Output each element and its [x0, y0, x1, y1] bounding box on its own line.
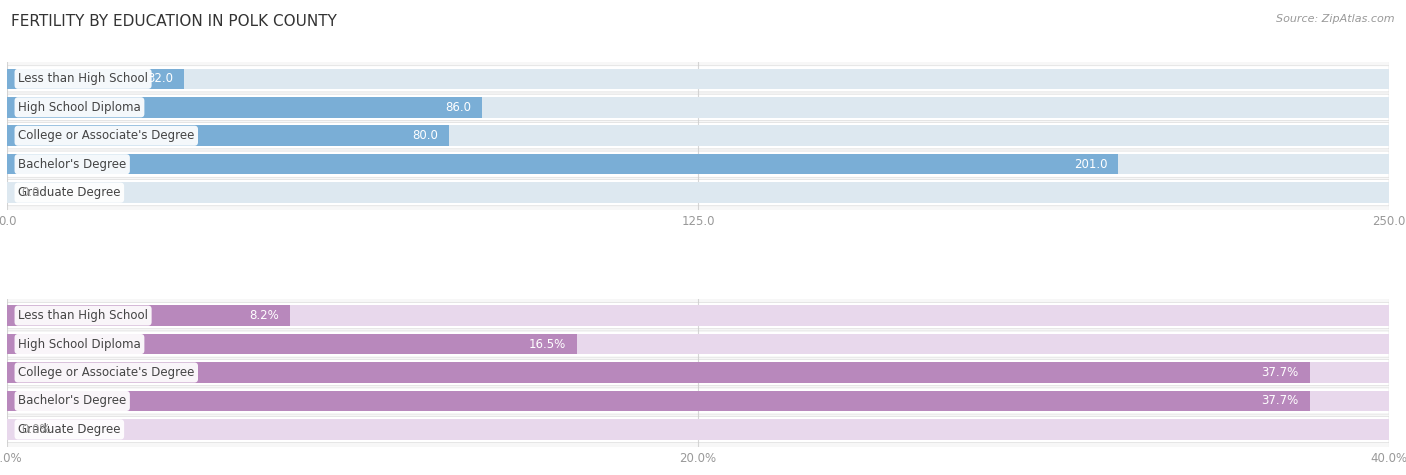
Text: 0.0: 0.0 [21, 186, 39, 199]
Bar [7, 362, 1309, 383]
Bar [7, 362, 1389, 383]
FancyBboxPatch shape [7, 180, 1389, 206]
Text: 86.0: 86.0 [446, 101, 471, 114]
FancyBboxPatch shape [7, 123, 1389, 149]
Bar [7, 305, 1389, 326]
Text: 37.7%: 37.7% [1261, 366, 1299, 379]
Bar [7, 391, 1389, 411]
FancyBboxPatch shape [7, 151, 1389, 177]
FancyBboxPatch shape [7, 388, 1389, 414]
Bar [7, 419, 1389, 440]
Text: Less than High School: Less than High School [18, 72, 148, 86]
Bar [7, 154, 1389, 174]
Text: 0.0%: 0.0% [21, 423, 51, 436]
Text: 80.0: 80.0 [412, 129, 439, 142]
Text: Bachelor's Degree: Bachelor's Degree [18, 158, 127, 171]
FancyBboxPatch shape [7, 94, 1389, 120]
FancyBboxPatch shape [7, 360, 1389, 386]
FancyBboxPatch shape [7, 416, 1389, 443]
Text: Less than High School: Less than High School [18, 309, 148, 322]
Text: High School Diploma: High School Diploma [18, 101, 141, 114]
Text: Bachelor's Degree: Bachelor's Degree [18, 394, 127, 408]
Text: FERTILITY BY EDUCATION IN POLK COUNTY: FERTILITY BY EDUCATION IN POLK COUNTY [11, 14, 337, 29]
Text: Graduate Degree: Graduate Degree [18, 423, 121, 436]
Text: College or Associate's Degree: College or Associate's Degree [18, 129, 194, 142]
Text: 37.7%: 37.7% [1261, 394, 1299, 408]
Bar [7, 334, 576, 354]
Bar [7, 97, 1389, 117]
Bar [7, 182, 1389, 203]
Text: 8.2%: 8.2% [249, 309, 280, 322]
Bar [7, 68, 184, 89]
Bar [7, 391, 1309, 411]
Bar [7, 125, 1389, 146]
FancyBboxPatch shape [7, 66, 1389, 92]
Text: 32.0: 32.0 [146, 72, 173, 86]
FancyBboxPatch shape [7, 303, 1389, 329]
Text: College or Associate's Degree: College or Associate's Degree [18, 366, 194, 379]
Bar [7, 68, 1389, 89]
Bar [7, 125, 450, 146]
FancyBboxPatch shape [7, 331, 1389, 357]
Bar [7, 305, 291, 326]
Text: 16.5%: 16.5% [529, 338, 567, 351]
Text: High School Diploma: High School Diploma [18, 338, 141, 351]
Bar [7, 334, 1389, 354]
Text: Graduate Degree: Graduate Degree [18, 186, 121, 199]
Bar [7, 97, 482, 117]
Bar [7, 154, 1118, 174]
Text: Source: ZipAtlas.com: Source: ZipAtlas.com [1277, 14, 1395, 24]
Text: 201.0: 201.0 [1074, 158, 1107, 171]
